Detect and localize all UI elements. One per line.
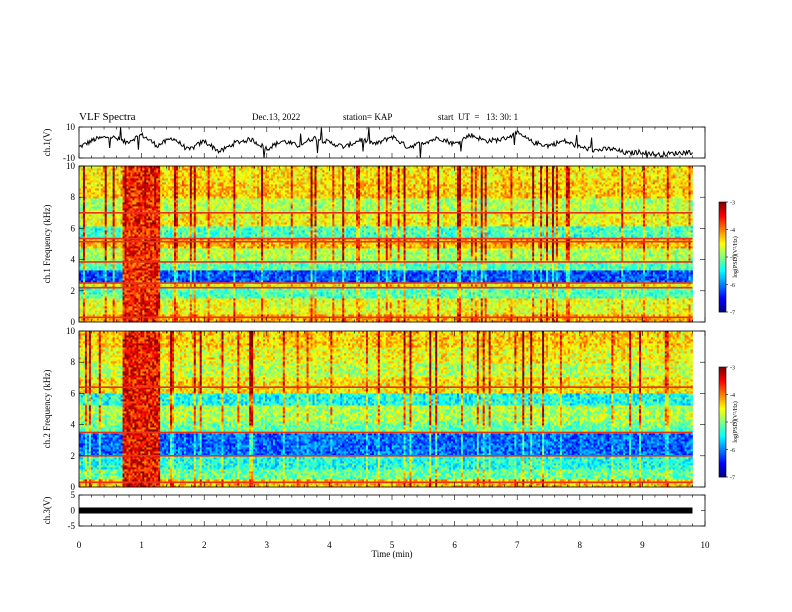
ch3-waveform-ytick-label-0: 5 — [71, 490, 76, 500]
ch1-spectrogram-ytick-label-5: 10 — [66, 161, 76, 171]
ch2-spectrogram-ytick-label-5: 10 — [66, 326, 76, 336]
xtick-label-9: 9 — [640, 540, 645, 550]
ch2-spectrogram-colorbar — [719, 367, 728, 477]
ch2-spectrogram-colorbar-tick-3: -6 — [730, 448, 735, 454]
ch2-spectrogram-ylabel: ch.2 Frequency (kHz) — [42, 370, 52, 449]
ch3-waveform-ylabel: ch.3(V) — [42, 497, 52, 525]
ch2-spectrogram-ytick-label-3: 6 — [71, 388, 76, 398]
ch1-spectrogram-colorbar-label: log(PSD)(V²/Hz) — [732, 236, 739, 277]
ch2-spectrogram-ytick-label-2: 4 — [71, 420, 76, 430]
ch1-spectrogram-colorbar-tick-0: -3 — [730, 201, 735, 207]
ch1-spectrogram-colorbar — [719, 202, 728, 312]
ch3-waveform-series-0 — [79, 508, 692, 514]
ch2-spectrogram-colorbar-tick-0: -3 — [730, 366, 735, 372]
ch1-spectrogram-ytick-label-3: 6 — [71, 223, 76, 233]
ch1-waveform-ylabel: ch.1(V) — [42, 129, 52, 157]
ch2-spectrogram-cells — [79, 331, 693, 487]
ch2-spectrogram-colorbar-label: log(PSD)(V²/Hz) — [732, 401, 739, 442]
ch1-spectrogram-cells — [79, 166, 693, 322]
xtick-label-10: 10 — [701, 540, 711, 550]
xtick-label-1: 1 — [139, 540, 144, 550]
x-axis-label: Time (min) — [372, 549, 413, 559]
ch2-spectrogram-colorbar-tick-1: -4 — [730, 393, 735, 399]
xtick-label-0: 0 — [77, 540, 82, 550]
ch1-spectrogram-ytick-label-4: 8 — [71, 192, 76, 202]
xtick-label-4: 4 — [327, 540, 332, 550]
ch1-spectrogram-ylabel: ch.1 Frequency (kHz) — [42, 205, 52, 284]
ch1-spectrogram-ytick-label-2: 4 — [71, 255, 76, 265]
xtick-label-6: 6 — [452, 540, 457, 550]
xtick-label-3: 3 — [265, 540, 270, 550]
ch1-spectrogram-colorbar-tick-3: -6 — [730, 283, 735, 289]
xtick-label-7: 7 — [515, 540, 520, 550]
ch1-waveform-ytick-label-0: 10 — [66, 122, 76, 132]
ch2-spectrogram-colorbar-tick-4: -7 — [730, 476, 735, 482]
xtick-label-2: 2 — [202, 540, 207, 550]
ch3-waveform-ytick-label-1: 0 — [71, 506, 76, 516]
ch2-spectrogram-ytick-label-4: 8 — [71, 357, 76, 367]
ch3-waveform-ytick-label-2: -5 — [68, 521, 76, 531]
ch1-spectrogram-ytick-label-1: 2 — [71, 286, 76, 296]
ch2-spectrogram-ytick-label-1: 2 — [71, 451, 76, 461]
ch1-spectrogram-colorbar-tick-1: -4 — [730, 228, 735, 234]
xtick-label-8: 8 — [578, 540, 583, 550]
ch1-spectrogram-colorbar-tick-4: -7 — [730, 311, 735, 317]
